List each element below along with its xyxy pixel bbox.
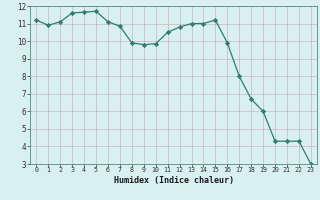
X-axis label: Humidex (Indice chaleur): Humidex (Indice chaleur) [114,176,234,185]
